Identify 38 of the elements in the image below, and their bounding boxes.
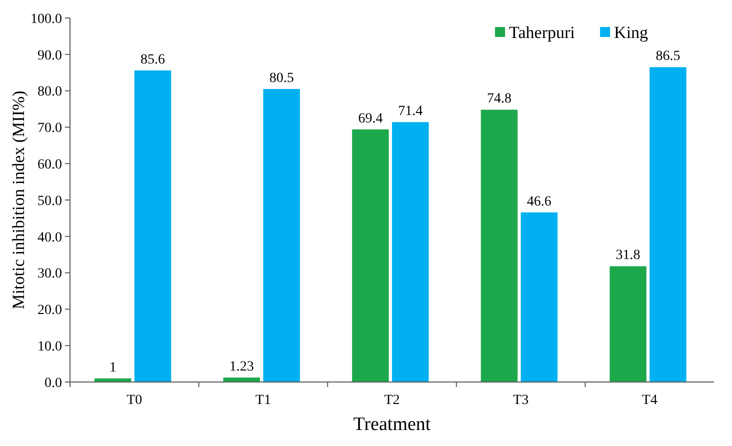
bar xyxy=(352,129,389,382)
y-tick-label: 100.0 xyxy=(30,12,62,27)
data-label: 1 xyxy=(109,360,116,376)
x-tick-label: T0 xyxy=(126,393,142,408)
data-label: 71.4 xyxy=(398,104,423,120)
data-label: 1.23 xyxy=(229,360,254,375)
y-tick-label: 70.0 xyxy=(38,121,62,136)
y-tick-label: 60.0 xyxy=(38,158,62,172)
y-tick-label: 30.0 xyxy=(38,266,62,282)
bar xyxy=(134,70,172,382)
y-tick-label: 0.0 xyxy=(44,376,62,391)
x-tick-label: T2 xyxy=(384,393,400,408)
data-label: 69.4 xyxy=(358,111,383,126)
legend-label: Taherpuri xyxy=(509,22,576,42)
data-label: 31.8 xyxy=(616,248,640,264)
legend-label: King xyxy=(614,22,649,42)
x-tick-label: T1 xyxy=(255,393,271,408)
x-tick-label: T3 xyxy=(513,393,529,408)
bar xyxy=(610,266,646,382)
data-label: 74.8 xyxy=(486,92,512,107)
y-tick-label: 10.0 xyxy=(38,340,62,354)
bar xyxy=(480,110,518,382)
x-axis-title: Treatment xyxy=(353,414,432,435)
y-tick-label: 90.0 xyxy=(38,48,62,64)
data-label: 80.5 xyxy=(269,70,294,86)
bar xyxy=(650,67,686,382)
y-tick-label: 20.0 xyxy=(38,303,62,318)
y-tick-label: 80.0 xyxy=(38,84,62,100)
data-label: 46.6 xyxy=(526,194,552,210)
x-tick-label: T4 xyxy=(642,393,658,408)
data-label: 85.6 xyxy=(140,52,166,68)
data-label: 86.5 xyxy=(656,49,680,64)
y-tick-label: 50.0 xyxy=(38,194,62,209)
y-axis-title: Mitotic inhibition index (MII%) xyxy=(9,90,28,310)
bar xyxy=(520,212,558,382)
y-tick-label: 40.0 xyxy=(38,230,62,246)
bar xyxy=(392,122,429,382)
bar xyxy=(263,88,300,382)
